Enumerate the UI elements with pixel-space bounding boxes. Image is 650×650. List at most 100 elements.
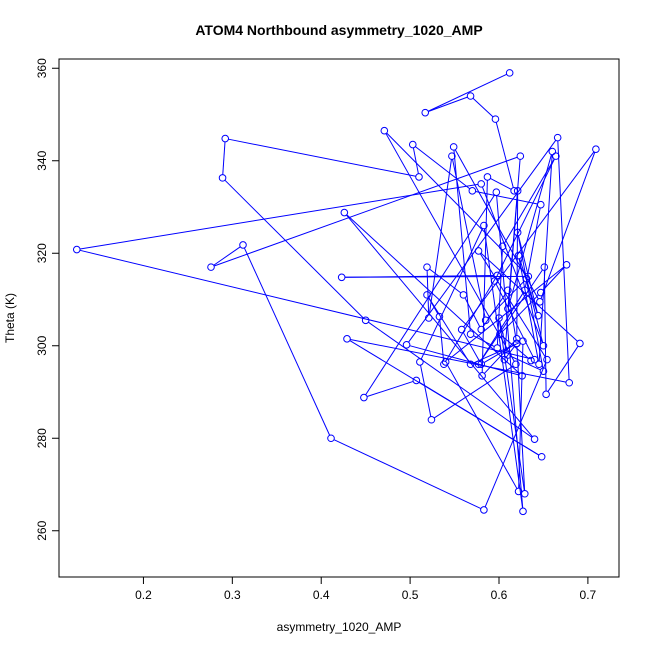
series-segment [519, 258, 538, 313]
series-segment [366, 380, 414, 398]
series-segment [502, 335, 529, 359]
data-point [513, 187, 522, 195]
series-segment [479, 269, 543, 362]
data-point [543, 355, 551, 364]
data-point [424, 314, 433, 322]
series-segment [484, 362, 547, 508]
data-point [337, 273, 346, 282]
series-segment [350, 338, 567, 383]
data-point [512, 360, 520, 369]
data-point [474, 247, 483, 255]
data-point [361, 316, 370, 325]
data-point [327, 434, 335, 443]
y-tick-label: 320 [35, 243, 49, 263]
data-point [468, 187, 477, 195]
data-point [423, 263, 431, 271]
series-segment [428, 297, 470, 362]
data-point [412, 376, 421, 385]
data-point [504, 286, 512, 295]
data-point [218, 174, 227, 182]
y-tick-label: 280 [35, 428, 49, 448]
data-series [72, 69, 600, 516]
data-point [540, 263, 549, 271]
data-point [435, 312, 444, 321]
series-segment [557, 140, 570, 380]
data-point [483, 173, 492, 181]
data-point [493, 344, 502, 352]
series-segment [453, 150, 471, 331]
series-segment [418, 381, 540, 456]
y-tick-label: 340 [35, 150, 49, 170]
x-tick-label: 0.7 [580, 588, 597, 602]
x-tick-label: 0.2 [135, 588, 152, 602]
data-point [514, 487, 523, 496]
series-segment [213, 246, 241, 266]
x-tick-label: 0.5 [402, 588, 419, 602]
series-segment [473, 341, 521, 364]
series-segment [433, 365, 514, 419]
data-point [402, 341, 411, 349]
data-point [492, 188, 501, 196]
y-tick-label: 260 [35, 520, 49, 540]
data-point [513, 228, 522, 237]
series-segment [412, 147, 419, 174]
data-point [496, 330, 504, 338]
series-segment [386, 132, 527, 275]
series-segment [447, 266, 565, 361]
data-point [72, 245, 81, 254]
data-point [536, 200, 545, 209]
series-segment [445, 278, 496, 362]
data-point [478, 372, 486, 380]
series-segment [446, 364, 518, 489]
series-segment [243, 247, 331, 436]
data-point [495, 314, 503, 322]
data-point [530, 355, 539, 364]
series-segment [508, 154, 552, 306]
data-point [493, 271, 502, 280]
data-point [448, 152, 456, 160]
series-segment [543, 270, 547, 392]
series-segment [224, 179, 364, 319]
data-point [477, 360, 486, 369]
series-segment [542, 266, 565, 291]
data-point [518, 372, 526, 380]
x-tick-label: 0.4 [313, 588, 330, 602]
data-point [340, 208, 349, 217]
series-segment [415, 146, 471, 190]
data-point [477, 325, 486, 334]
series-segment [408, 139, 557, 343]
data-point [466, 330, 475, 338]
data-point [520, 286, 529, 295]
series-segment [439, 319, 445, 362]
data-point [514, 251, 523, 260]
series-segment [524, 207, 541, 288]
series-segment [344, 274, 494, 278]
series-segment [462, 332, 481, 362]
data-point [421, 108, 430, 117]
data-point [466, 92, 475, 100]
data-point [539, 341, 548, 350]
data-point [477, 180, 486, 188]
data-point [592, 145, 600, 153]
data-point [536, 288, 545, 297]
series-segment [213, 156, 518, 267]
series-segment [479, 253, 546, 358]
data-point [524, 272, 533, 281]
x-axis-label: asymmetry_1020_AMP [277, 620, 402, 634]
series-segment [501, 294, 539, 333]
data-point [519, 507, 527, 516]
y-tick-label: 360 [35, 58, 49, 78]
data-point [480, 506, 488, 514]
series-segment [481, 186, 543, 343]
series-segment [409, 345, 520, 376]
series-segment [495, 122, 514, 188]
data-point [539, 367, 548, 375]
data-point [466, 360, 475, 369]
data-point [510, 187, 518, 195]
data-point [457, 325, 466, 334]
series-segment [495, 283, 534, 357]
data-point [505, 69, 514, 77]
data-point [537, 452, 546, 461]
data-point [553, 133, 562, 142]
